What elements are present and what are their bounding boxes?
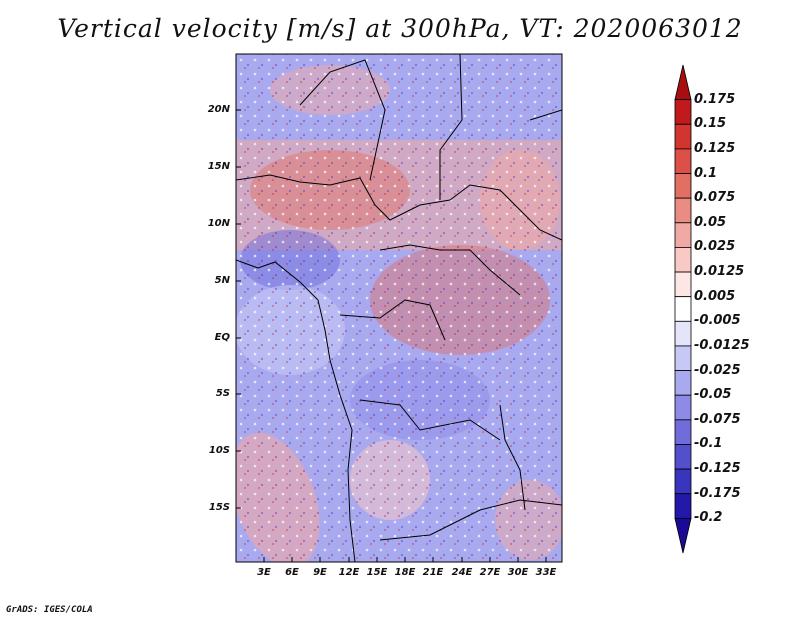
colorbar-level-label: 0.0125 [694,264,745,280]
map-frame [235,53,563,563]
y-tick-label: 10N [207,218,230,229]
x-tick-label: 3E [257,567,271,578]
colorbar-level-label: -0.05 [694,387,732,403]
colorbar-level-label: -0.0125 [694,337,750,353]
colorbar-swatch [674,148,692,174]
map-title: Vertical velocity [m/s] at 300hPa, VT: 2… [57,14,743,43]
x-tick-label: 12E [338,567,360,578]
colorbar-swatch [674,173,692,199]
colorbar-swatch [674,64,692,101]
colorbar-level-label: -0.2 [694,510,723,526]
colorbar-level-label: 0.1 [694,165,718,181]
colorbar-swatch [674,444,692,470]
colorbar-swatch [674,493,692,519]
colorbar-level-label: -0.005 [694,313,741,329]
colorbar-swatch [674,123,692,150]
colorbar-level-label: -0.1 [694,436,723,452]
colorbar-swatch [674,468,692,495]
x-tick-label: 30E [507,567,529,578]
y-tick-label: 15S [208,502,230,513]
colorbar-swatch [674,99,692,125]
x-tick-label: 21E [422,567,444,578]
colorbar-swatch [674,197,692,224]
colorbar-level-label: 0.025 [694,239,736,255]
colorbar-level-label: 0.175 [694,91,736,107]
footer-credit: GrADS: IGES/COLA [6,605,93,615]
velocity-field [236,54,562,562]
colorbar-swatch [674,271,692,298]
colorbar-level-label: 0.075 [694,190,736,206]
colorbar-level-label: 0.125 [694,140,736,156]
colorbar-swatch [674,370,692,396]
x-tick-label: 18E [394,567,416,578]
x-tick-label: 27E [479,567,501,578]
colorbar-level-label: -0.075 [694,411,741,427]
x-tick-label: 15E [366,567,388,578]
y-tick-label: 10S [208,445,230,456]
coastlines-borders [236,54,562,562]
colorbar-swatch [674,394,692,421]
x-tick-label: 24E [451,567,473,578]
y-tick-label: 20N [207,104,230,115]
x-tick-label: 33E [535,567,557,578]
colorbar-swatch [674,320,692,347]
colorbar-swatch [674,517,692,554]
colorbar-level-label: -0.125 [694,461,741,477]
colorbar-swatch [674,419,692,445]
y-tick-label: 15N [207,161,230,172]
axis-ticks [236,109,547,562]
colorbar-swatch [674,247,692,273]
y-tick-label: 5N [214,275,230,286]
x-tick-label: 9E [313,567,327,578]
colorbar-level-label: 0.05 [694,214,727,230]
y-tick-label: 5S [215,388,230,399]
x-tick-label: 6E [285,567,299,578]
colorbar [674,64,692,554]
colorbar-level-label: -0.175 [694,485,741,501]
y-tick-label: EQ [214,332,230,343]
colorbar-level-label: 0.005 [694,288,736,304]
colorbar-level-label: 0.15 [694,116,727,132]
colorbar-swatch [674,345,692,371]
colorbar-swatch [674,296,692,322]
colorbar-level-label: -0.025 [694,362,741,378]
colorbar-swatch [674,222,692,248]
